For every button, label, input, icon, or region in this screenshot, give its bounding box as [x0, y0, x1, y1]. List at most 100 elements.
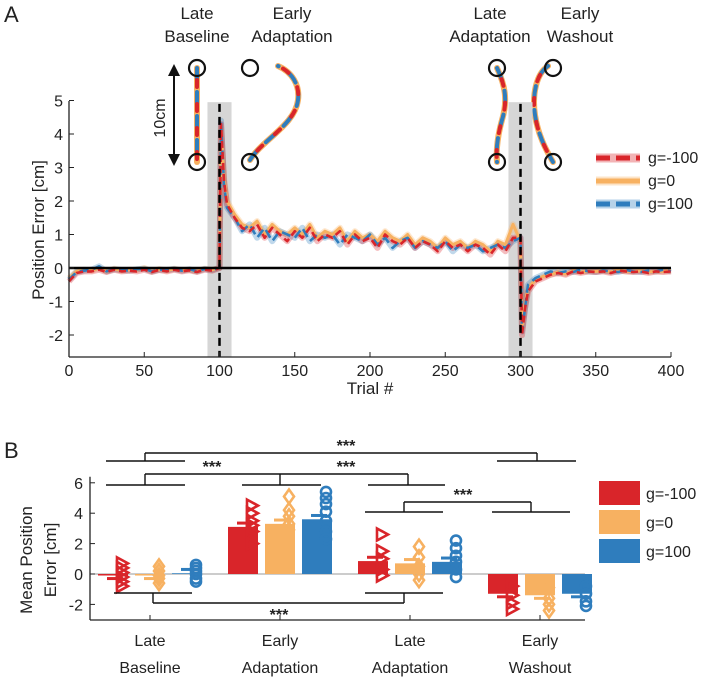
category-label-line1: Late: [134, 633, 165, 650]
y-tick-label: 0: [54, 261, 63, 278]
y-tick-label: 4: [74, 506, 83, 523]
legend-swatch: [599, 481, 640, 505]
y-tick-label: 5: [54, 94, 63, 111]
data-point-circle: [449, 563, 463, 576]
legend-swatch: [599, 510, 640, 534]
phase-label-3-line1: Late: [473, 4, 506, 23]
bar-diamond-3: [525, 574, 555, 596]
series-line-1: [68, 119, 672, 333]
series-line-0: [68, 125, 672, 330]
data-point-diamond: [282, 514, 296, 534]
panel-b-legend: g=-100 g=0 g=100: [599, 481, 696, 563]
trajectory-early-washout: [531, 63, 556, 165]
start-circle: [487, 152, 507, 172]
legend-label: g=0: [648, 173, 675, 190]
arrow-down-icon: [168, 154, 180, 166]
y-tick-label: 1: [54, 228, 63, 245]
significance-stars: ***: [203, 459, 222, 476]
data-point-triangle: [375, 550, 391, 567]
data-point-circle: [319, 532, 333, 546]
y-tick-label: -1: [49, 295, 63, 312]
data-point-circle: [449, 549, 463, 563]
data-point-circle: [579, 595, 593, 608]
data-point-circle: [449, 555, 463, 569]
phase-label-2-line1: Early: [273, 4, 312, 23]
data-point-triangle: [375, 567, 391, 584]
panel-a-ylabel: Position Error [cm]: [29, 160, 48, 300]
data-point-circle: [579, 579, 593, 593]
bar-circle-1: [302, 519, 332, 574]
significance-stars: ***: [454, 487, 473, 504]
start-circle: [240, 152, 260, 172]
data-point-triangle: [505, 577, 521, 595]
legend-label: g=100: [646, 544, 691, 561]
data-point-circle: [319, 485, 333, 499]
start-circle: [187, 152, 207, 172]
panel-a-plot: 0 50 100 150 200 250 300 350 400 -2 -1 0 1 2 3 4 5: [49, 94, 685, 381]
x-tick-label: 300: [507, 363, 534, 380]
bar-circle-0: [172, 573, 202, 574]
significance-brackets: *** *** *** *** ***: [106, 438, 576, 624]
phase-label-2-line2: Adaptation: [251, 27, 332, 46]
target-circle: [187, 58, 207, 78]
bar-diamond-2: [395, 563, 425, 574]
y-tick-label: 3: [54, 161, 63, 178]
target-circle: [487, 58, 507, 78]
y-tick-label: 0: [74, 567, 83, 584]
x-tick-label: 0: [65, 363, 74, 380]
panel-b-label: B: [4, 438, 19, 463]
x-tick-label: 250: [432, 363, 459, 380]
data-point-diamond: [412, 570, 426, 590]
legend-label: g=-100: [648, 150, 698, 167]
phase-label-4-line2: Washout: [547, 27, 614, 46]
series-band-1: [66, 117, 672, 335]
data-point-circle: [189, 575, 203, 588]
data-point-diamond: [152, 569, 166, 588]
legend-swatch: [599, 539, 640, 563]
data-point-circle: [319, 525, 333, 538]
bar-triangle-0: [98, 574, 128, 576]
significance-stars: ***: [337, 438, 356, 455]
target-circles: [187, 58, 563, 172]
data-point-diamond: [542, 601, 556, 620]
scale-bar-label: 10cm: [152, 98, 169, 137]
legend-label: g=0: [646, 515, 673, 532]
reach-trajectories: [187, 58, 563, 172]
significance-stars: ***: [270, 607, 289, 624]
panel-b-plot: -2 0 2 4 6 Late Baseline Early Adaptation Late Ada…: [69, 476, 593, 677]
bar-diamond-0: [135, 574, 165, 576]
data-point-triangle: [505, 587, 521, 604]
start-circle: [543, 152, 563, 172]
y-tick-label: -2: [49, 328, 63, 345]
data-point-triangle: [375, 543, 391, 560]
data-point-triangle: [375, 526, 391, 543]
category-label-line2: Baseline: [119, 660, 180, 677]
data-point-circle: [319, 491, 333, 505]
x-tick-label: 50: [135, 363, 153, 380]
category-label-line2: Washout: [509, 660, 572, 677]
data-point-circle: [449, 534, 463, 547]
target-circle: [543, 58, 563, 78]
phase-labels: Late Baseline Early Adaptation Late Adap…: [164, 4, 613, 46]
data-point-triangle: [115, 577, 131, 595]
phase-label-1-line1: Late: [180, 4, 213, 23]
phase-label-3-line2: Adaptation: [449, 27, 530, 46]
panel-a-legend: g=-100 g=0 g=100: [596, 150, 698, 213]
x-tick-label: 200: [357, 363, 384, 380]
x-tick-label: 400: [658, 363, 685, 380]
scale-bar: 10cm: [152, 64, 180, 166]
y-tick-label: 6: [74, 476, 83, 493]
data-point-triangle: [245, 523, 261, 540]
panel-a-label: A: [4, 2, 19, 27]
panel-b-ylabel-line2: Error [cm]: [41, 523, 60, 598]
data-point-diamond: [542, 595, 556, 614]
x-tick-label: 100: [206, 363, 233, 380]
bar-diamond-1: [265, 523, 295, 574]
series-line-2: [68, 122, 672, 337]
data-point-triangle: [245, 535, 261, 552]
data-point-diamond: [282, 520, 296, 540]
data-point-diamond: [412, 564, 426, 584]
x-tick-label: 150: [281, 363, 308, 380]
y-tick-label: 4: [54, 127, 63, 144]
